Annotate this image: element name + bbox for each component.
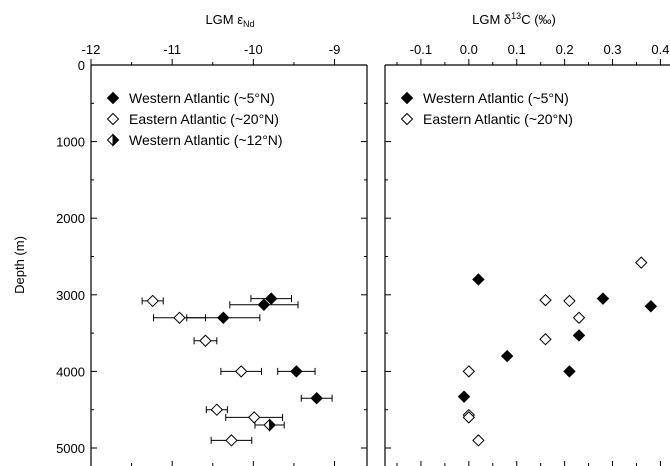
d13c-data-point	[462, 365, 476, 378]
nd-legend-marker	[106, 133, 120, 147]
nd-y-tick-label: 3000	[56, 288, 85, 303]
d13c-data-point	[563, 365, 576, 378]
d13c-data-point	[539, 293, 552, 307]
nd-data-point	[263, 418, 276, 432]
nd-data-point	[146, 294, 159, 308]
nd-data-point	[199, 334, 212, 347]
d13c-x-tick-label: 0.2	[556, 42, 574, 57]
d13c-x-tick-label: 0.1	[508, 42, 526, 57]
d13c-data-point	[500, 349, 514, 363]
d13c-panel-x-axis-label-sup: 13	[511, 11, 521, 21]
nd-data-point	[265, 292, 278, 305]
nd-data-point	[225, 434, 238, 447]
nd-legend-label: Western Atlantic (~12°N)	[129, 132, 283, 148]
d13c-data-point	[539, 333, 552, 346]
d13c-data-point	[596, 292, 610, 305]
nd-data-point	[290, 365, 303, 378]
d13c-x-tick-label: 0.0	[460, 42, 478, 57]
d13c-data-point	[462, 411, 476, 424]
d13c-data-point	[457, 390, 471, 403]
d13c-x-tick-label: -0.1	[410, 42, 432, 57]
d13c-legend-label: Eastern Atlantic (~20°N)	[423, 111, 573, 127]
nd-legend-marker	[106, 91, 120, 105]
nd-y-tick-label: 4000	[56, 364, 85, 379]
nd-legend-label: Western Atlantic (~5°N)	[129, 90, 275, 106]
d13c-panel-x-axis-label: LGM δ13C (‰)	[472, 11, 556, 27]
nd-data-point-fill	[269, 418, 276, 432]
d13c-data-point	[472, 273, 485, 286]
nd-data-point	[247, 411, 261, 424]
nd-panel-axes: -12 -11 -10 -9 0 1000 2000 3000 4000 5000	[56, 42, 368, 466]
d13c-panel-legend: Western Atlantic (~5°N) Eastern Atlantic …	[400, 90, 573, 127]
nd-x-tick-label: -9	[329, 42, 341, 57]
nd-legend-marker	[106, 112, 120, 126]
nd-data-point	[234, 365, 248, 378]
d13c-legend-label: Western Atlantic (~5°N)	[423, 90, 569, 106]
nd-panel-x-axis-label-main: LGM ε	[205, 12, 243, 27]
d13c-legend-marker	[400, 91, 414, 105]
nd-x-tick-label: -12	[82, 42, 101, 57]
nd-y-tick-label: 1000	[56, 135, 85, 150]
d13c-legend-marker	[400, 112, 414, 126]
d13c-data-point	[572, 311, 586, 324]
d13c-x-tick-label: 0.3	[603, 42, 621, 57]
nd-panel: LGM εNd Depth (m) -12 -11 -10 -9 0 1000 2000 30…	[12, 12, 368, 466]
nd-x-tick-label: -10	[244, 42, 263, 57]
nd-panel-marks	[141, 292, 333, 447]
d13c-data-point	[635, 256, 648, 269]
nd-data-point	[210, 403, 224, 416]
nd-data-point	[310, 392, 323, 405]
nd-panel-legend: Western Atlantic (~5°N) Eastern Atlantic …	[106, 90, 283, 148]
d13c-panel-x-axis-label-rest: C (‰)	[521, 12, 556, 27]
d13c-data-point	[644, 300, 658, 313]
depth-axis-label: Depth (m)	[12, 236, 27, 294]
nd-data-point	[173, 311, 186, 324]
d13c-panel-marks	[457, 256, 658, 447]
nd-y-tick-label: 0	[78, 58, 85, 73]
nd-data-point	[257, 298, 271, 311]
d13c-x-tick-label: 0.4	[651, 42, 669, 57]
d13c-data-point	[572, 329, 586, 342]
nd-panel-x-axis-label-sub: Nd	[243, 19, 255, 29]
nd-panel-x-axis-label: LGM εNd	[205, 12, 254, 29]
nd-legend-marker-fill	[112, 133, 120, 147]
d13c-panel-x-axis-label-main: LGM δ	[472, 12, 511, 27]
nd-y-tick-label: 5000	[56, 441, 85, 456]
nd-legend-label: Eastern Atlantic (~20°N)	[129, 111, 279, 127]
nd-data-point	[217, 311, 230, 324]
d13c-data-point	[472, 434, 485, 447]
nd-y-tick-label: 2000	[56, 211, 85, 226]
nd-x-tick-label: -11	[163, 42, 181, 57]
d13c-panel: LGM δ13C (‰) -0.1 0.0 0.1 0.2 0.3 0.4 Western…	[384, 11, 670, 466]
d13c-data-point	[563, 294, 576, 308]
